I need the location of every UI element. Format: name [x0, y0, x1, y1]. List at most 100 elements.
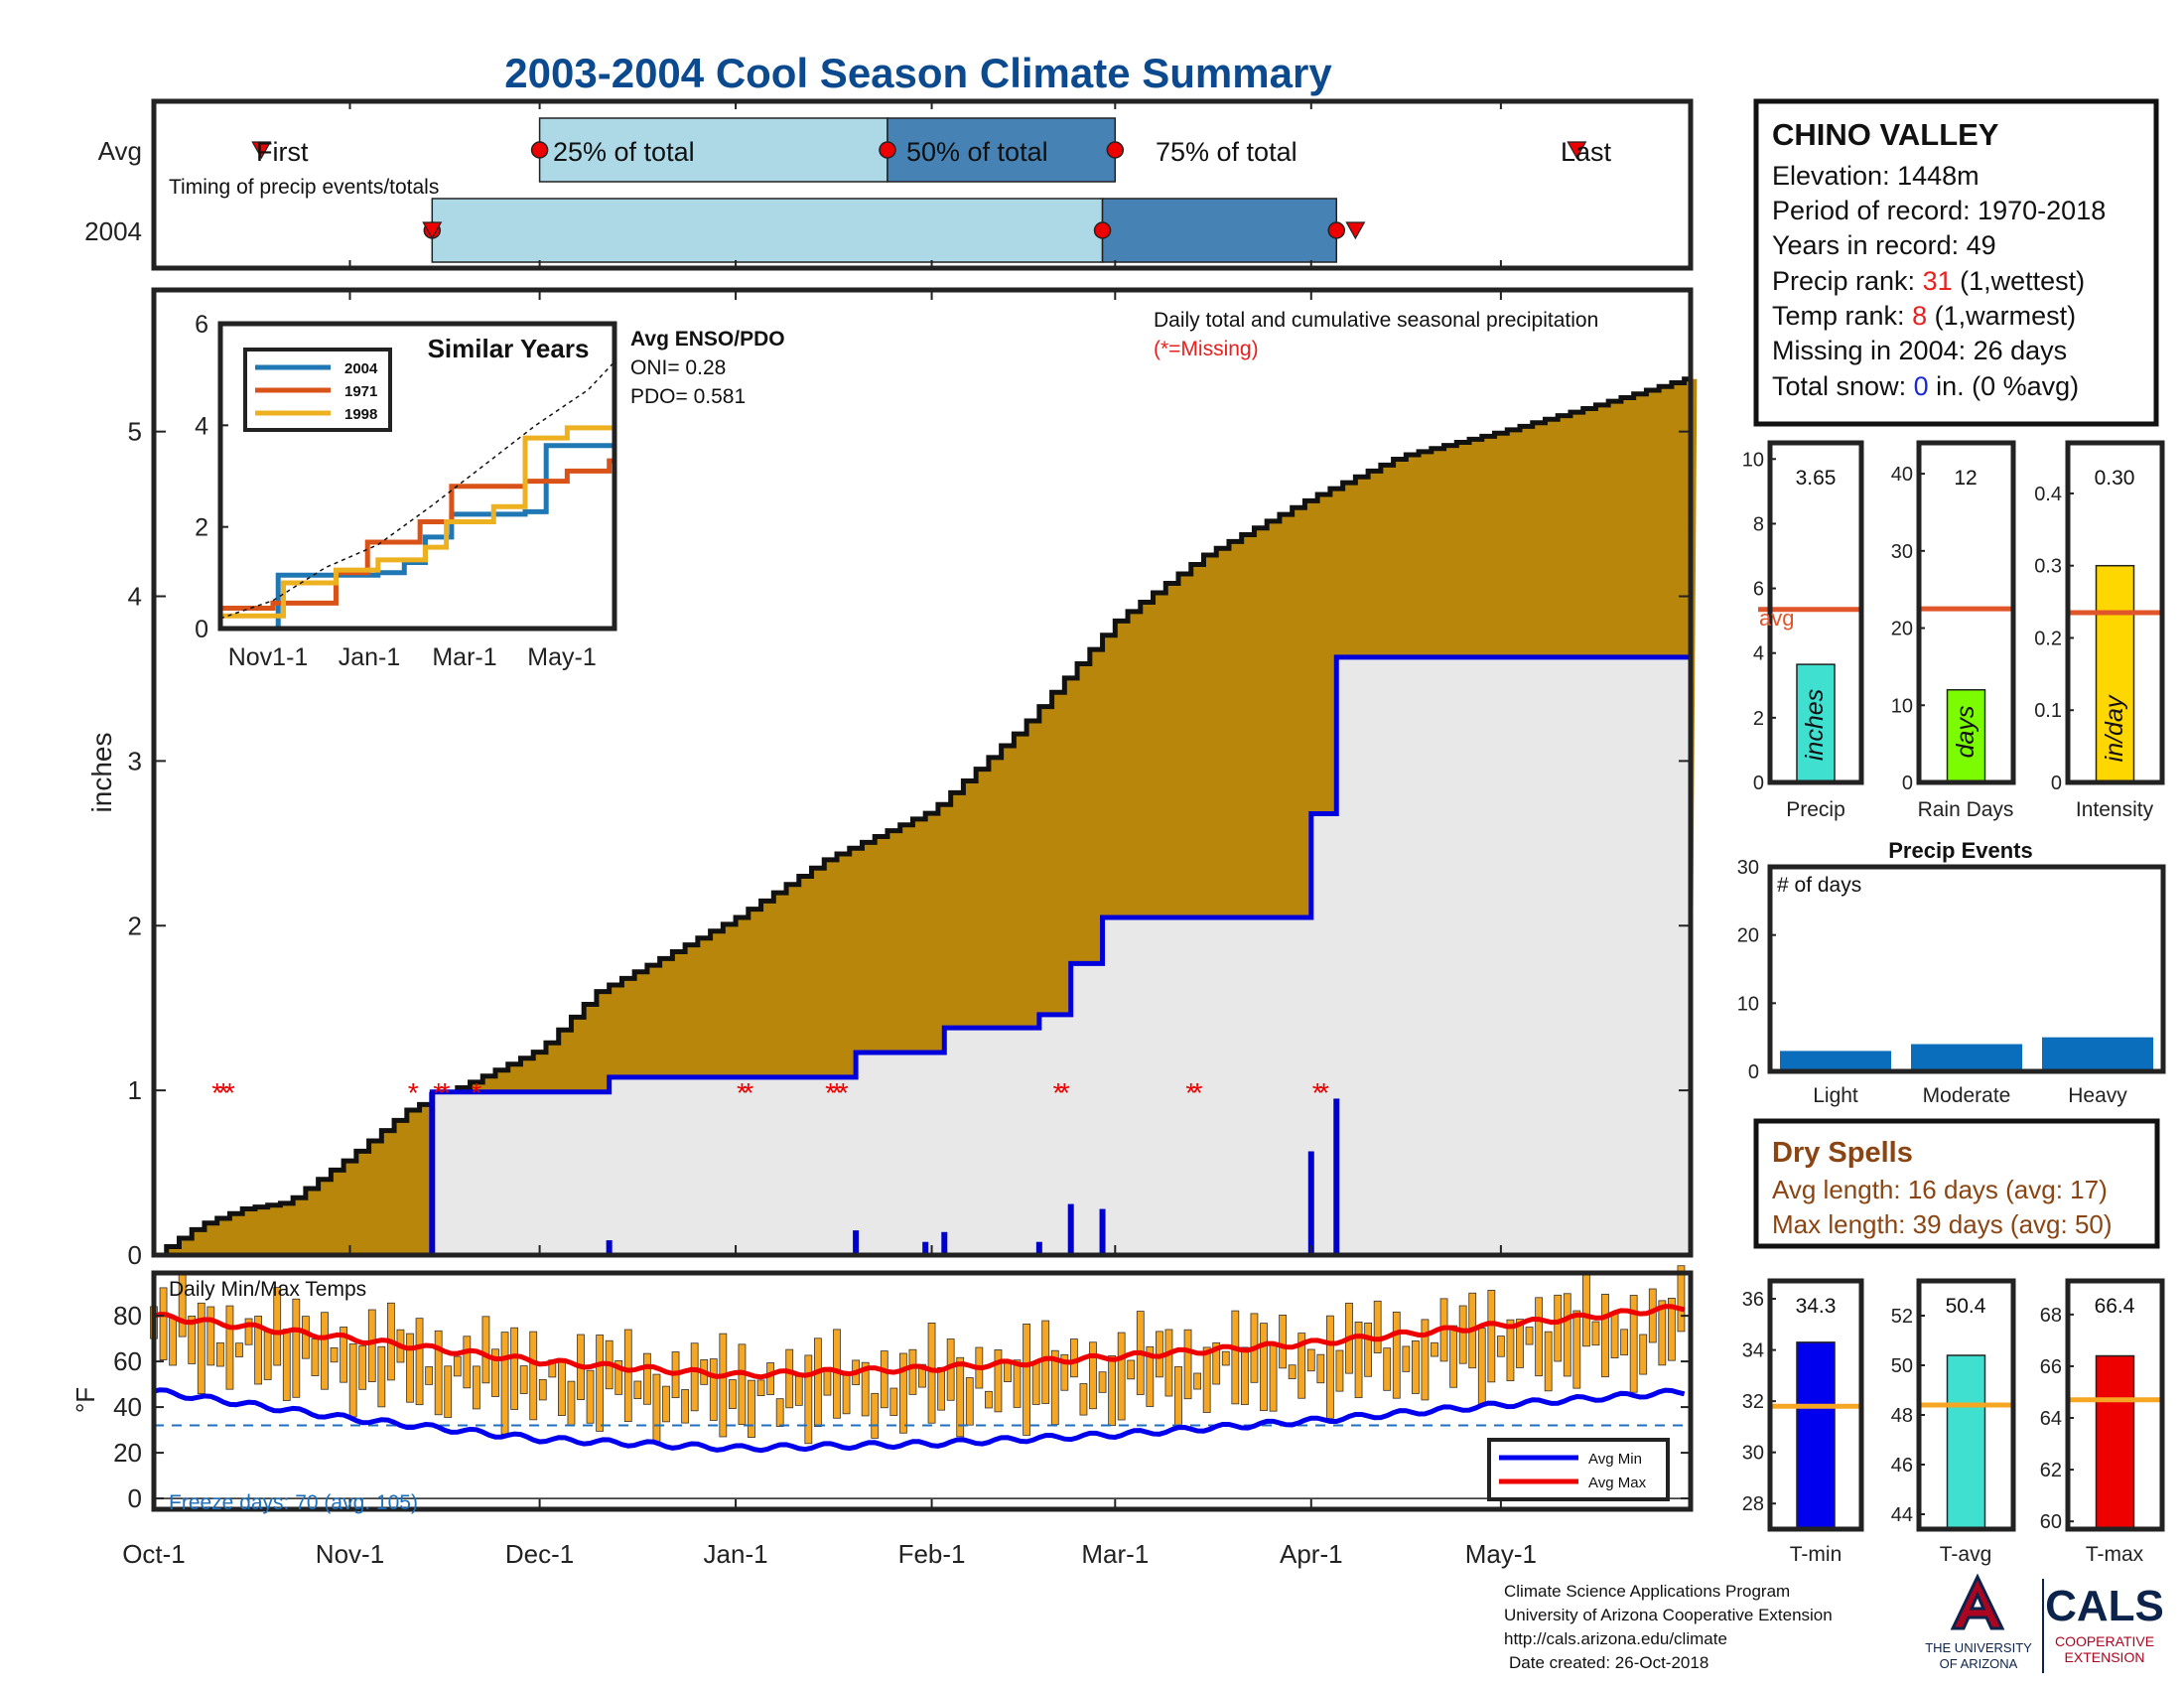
y-tick-label: 1 — [128, 1075, 142, 1105]
daily-precip-bar — [1067, 1203, 1074, 1255]
intensity-value: 0.30 — [2095, 467, 2135, 490]
missing-marker: * — [218, 1077, 229, 1108]
temp-bar — [215, 1341, 224, 1367]
temp-bar — [662, 1385, 670, 1423]
temp-bar — [1496, 1336, 1505, 1357]
station-info-box: CHINO VALLEY Elevation: 1448m Period of … — [1753, 98, 2159, 427]
missing-marker: * — [224, 1077, 235, 1108]
event-y-tick-label: 30 — [1737, 857, 1759, 879]
missing-marker: * — [433, 1077, 444, 1108]
temp-bar — [1325, 1315, 1334, 1419]
temp-bar — [842, 1373, 851, 1415]
legend-avg-min: Avg Min — [1588, 1451, 1642, 1468]
temp-bar — [1023, 1324, 1031, 1436]
temp-bar — [681, 1389, 690, 1424]
event-y-tick-label: 0 — [1748, 1061, 1759, 1083]
avg-min-line — [153, 1387, 1686, 1454]
temp-bar — [1477, 1328, 1486, 1406]
timing-last-label: Last — [1561, 137, 1612, 167]
temp-bar — [1004, 1361, 1012, 1383]
missing-marker: * — [1185, 1077, 1196, 1108]
temp-bar — [794, 1375, 803, 1406]
temp-bar — [1591, 1321, 1600, 1346]
temp-bar — [188, 1316, 197, 1364]
ua-a-icon — [1950, 1573, 2005, 1630]
event-category-label: Heavy — [2068, 1084, 2127, 1107]
temp-bar — [1146, 1345, 1155, 1407]
temp-bar — [321, 1312, 329, 1390]
footer-line1: Climate Science Applications Program — [1504, 1582, 1790, 1601]
missing-note: (*=Missing) — [1154, 338, 1259, 360]
temp-bar — [633, 1380, 642, 1400]
stat-bar — [1946, 1354, 1986, 1530]
main-caption: Daily total and cumulative seasonal prec… — [1154, 309, 1598, 332]
missing-marker: * — [1318, 1077, 1329, 1108]
station-missing: Missing in 2004: 26 days — [1772, 336, 2067, 365]
temp-bar — [1667, 1298, 1676, 1361]
missing-marker: * — [1059, 1077, 1070, 1108]
event-category-label: Moderate — [1923, 1084, 2011, 1107]
temp-bar — [481, 1316, 490, 1384]
temp-bar — [898, 1352, 907, 1434]
timing-bar-50-75 — [887, 117, 1117, 183]
temp-bar — [748, 1379, 755, 1438]
temp-bar — [340, 1327, 348, 1383]
inset-legend-1998: 1998 — [344, 406, 377, 423]
temp-bar — [1411, 1340, 1420, 1394]
footer-line2: University of Arizona Cooperative Extens… — [1504, 1606, 1833, 1624]
temp-bar — [254, 1316, 263, 1385]
temp-bar — [1402, 1345, 1411, 1372]
temp-bar — [1060, 1353, 1069, 1391]
daily-precip-bar — [941, 1231, 948, 1255]
temp-bar — [567, 1380, 576, 1426]
stat-y-tick-label: 0 — [1902, 773, 1913, 794]
temp-bar — [813, 1337, 822, 1428]
dry-spells-avg: Avg length: 16 days (avg: 17) — [1772, 1175, 2108, 1204]
cals-sub1: COOPERATIVE — [2055, 1633, 2154, 1649]
timing-percentile-marker — [1327, 221, 1346, 239]
temp-bar — [652, 1373, 661, 1444]
intensity-unit: in/day — [2101, 694, 2128, 762]
missing-marker: * — [471, 1077, 481, 1108]
tavg-label: T-avg — [1940, 1543, 1992, 1566]
temp-bar — [1174, 1365, 1182, 1429]
temp-bar — [586, 1369, 595, 1424]
stat-y-tick-label: 62 — [2040, 1460, 2062, 1481]
temp-bar — [642, 1352, 651, 1405]
precip-value: 3.65 — [1796, 467, 1837, 490]
temp-bar — [1089, 1341, 1097, 1410]
temp-bar — [472, 1365, 480, 1410]
inset-y-tick-label: 2 — [195, 514, 208, 542]
stat-y-tick-label: 66 — [2040, 1356, 2062, 1378]
temp-bar — [1297, 1333, 1306, 1399]
y-tick-label: 0 — [128, 1483, 142, 1513]
temp-bar — [377, 1345, 386, 1408]
main-ylabel: inches — [86, 733, 117, 813]
timing-percentile-marker — [1106, 141, 1125, 159]
stat-y-tick-label: 44 — [1891, 1504, 1913, 1526]
stat-bar — [1796, 663, 1836, 783]
x-tick-label: Mar-1 — [1081, 1539, 1149, 1569]
temp-bar — [529, 1331, 538, 1421]
daily-precip-bar — [1307, 1151, 1314, 1255]
temp-bar — [1269, 1344, 1278, 1412]
stat-y-tick-label: 50 — [1891, 1355, 1913, 1377]
station-elevation: Elevation: 1448m — [1772, 161, 1979, 191]
missing-marker: * — [838, 1077, 849, 1108]
inset-y-tick-label: 6 — [195, 311, 208, 339]
temp-bar — [785, 1348, 794, 1409]
temp-bar — [1069, 1338, 1078, 1378]
temp-bar — [301, 1316, 310, 1359]
daily-precip-bar — [1035, 1241, 1042, 1255]
event-y-tick-label: 20 — [1737, 925, 1759, 947]
temp-bar — [1383, 1347, 1392, 1391]
stat-y-tick-label: 28 — [1742, 1493, 1764, 1515]
missing-marker: * — [825, 1077, 836, 1108]
inset-series-line — [219, 360, 615, 620]
inset-title: Similar Years — [428, 334, 590, 363]
temp-bar — [1117, 1332, 1126, 1421]
stat-y-tick-label: 8 — [1753, 513, 1764, 535]
stat-y-tick-label: 20 — [1891, 619, 1913, 640]
missing-marker: * — [1312, 1077, 1323, 1108]
stat-y-tick-label: 30 — [1742, 1443, 1764, 1465]
